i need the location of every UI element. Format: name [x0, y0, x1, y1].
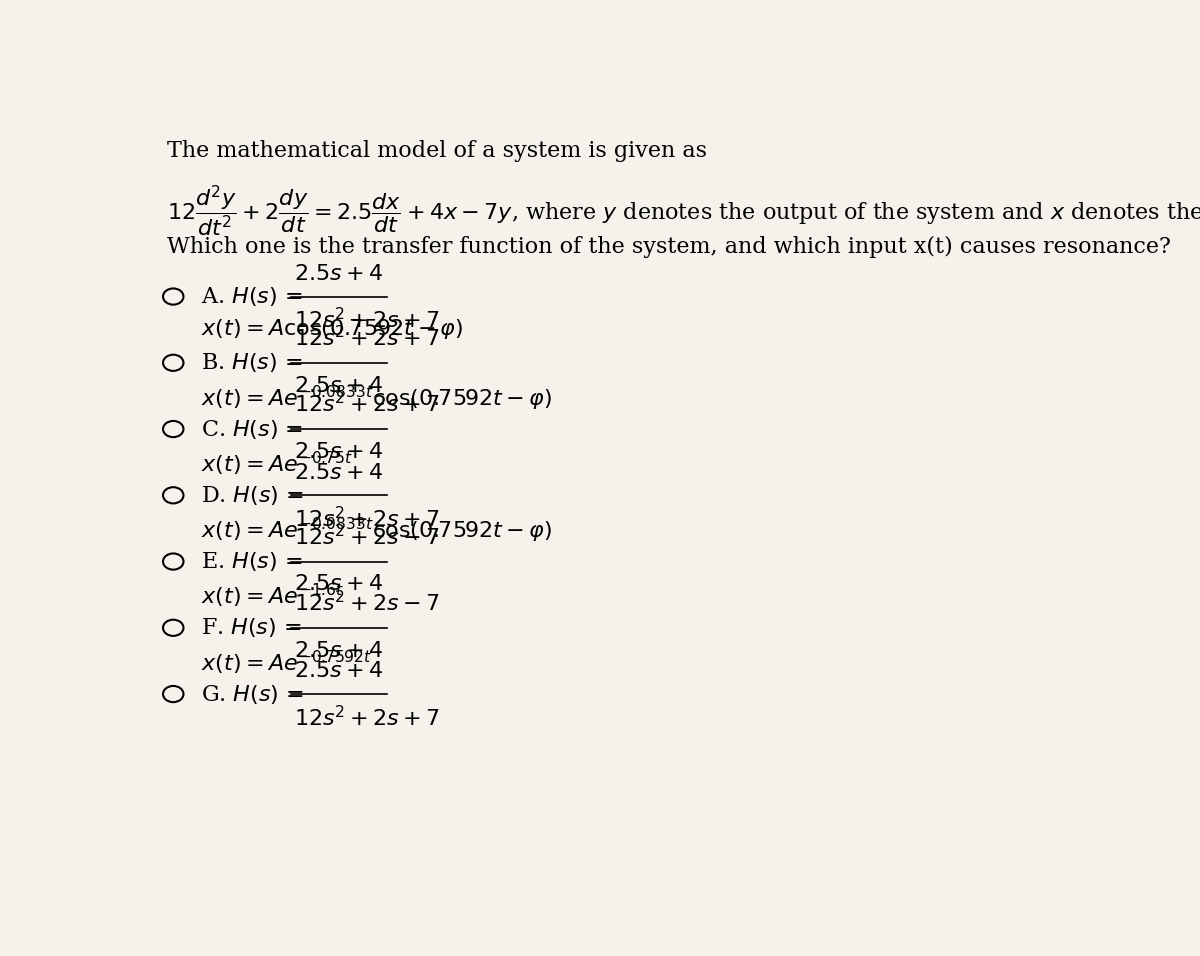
Text: D. $H(s)$ =: D. $H(s)$ =	[202, 484, 304, 507]
Text: $12s^2 + 2s - 7$: $12s^2 + 2s - 7$	[294, 525, 440, 550]
Text: $2.5s + 4$: $2.5s + 4$	[294, 640, 383, 662]
Text: $x(t) = Ae^{-0.0833t}\cos(0.7592t - \varphi)$: $x(t) = Ae^{-0.0833t}\cos(0.7592t - \var…	[202, 383, 552, 413]
Text: $12s^2 + 2s + 7$: $12s^2 + 2s + 7$	[294, 507, 440, 532]
Text: $12s^2 + 2s + 7$: $12s^2 + 2s + 7$	[294, 706, 440, 731]
Text: $x(t) = Ae^{-0.7592t}$: $x(t) = Ae^{-0.7592t}$	[202, 648, 372, 677]
Text: $12s^2 + 2s + 7$: $12s^2 + 2s + 7$	[294, 309, 440, 334]
Text: E. $H(s)$ =: E. $H(s)$ =	[202, 550, 302, 573]
Text: $x(t) = A\cos(0.7592t - \varphi)$: $x(t) = A\cos(0.7592t - \varphi)$	[202, 317, 463, 341]
Text: $2.5s + 4$: $2.5s + 4$	[294, 263, 383, 285]
Text: Which one is the transfer function of the system, and which input x(t) causes re: Which one is the transfer function of th…	[167, 236, 1171, 258]
Text: $2.5s + 4$: $2.5s + 4$	[294, 462, 383, 484]
Text: $2.5s + 4$: $2.5s + 4$	[294, 574, 383, 596]
Text: C. $H(s)$ =: C. $H(s)$ =	[202, 418, 304, 441]
Text: $x(t) = Ae^{-1.6t}$: $x(t) = Ae^{-1.6t}$	[202, 582, 344, 610]
Text: G. $H(s)$ =: G. $H(s)$ =	[202, 683, 304, 706]
Text: F. $H(s)$ =: F. $H(s)$ =	[202, 617, 301, 640]
Text: $12s^2 + 2s + 7$: $12s^2 + 2s + 7$	[294, 326, 440, 351]
Text: B. $H(s)$ =: B. $H(s)$ =	[202, 351, 302, 375]
Text: $2.5s + 4$: $2.5s + 4$	[294, 441, 383, 463]
Text: $2.5s + 4$: $2.5s + 4$	[294, 375, 383, 397]
Text: $12\dfrac{d^2y}{dt^2} + 2\dfrac{dy}{dt} = 2.5\dfrac{dx}{dt} + 4x - 7y$, where $y: $12\dfrac{d^2y}{dt^2} + 2\dfrac{dy}{dt} …	[167, 184, 1200, 239]
Text: $12s^2 + 2s + 7$: $12s^2 + 2s + 7$	[294, 392, 440, 417]
Text: A. $H(s)$ =: A. $H(s)$ =	[202, 285, 302, 308]
Text: $x(t) = Ae^{-0.0833t}\cos(0.7592t - \varphi)$: $x(t) = Ae^{-0.0833t}\cos(0.7592t - \var…	[202, 516, 552, 545]
Text: $12s^2 + 2s - 7$: $12s^2 + 2s - 7$	[294, 591, 440, 616]
Text: The mathematical model of a system is given as: The mathematical model of a system is gi…	[167, 141, 707, 163]
Text: $x(t) = Ae^{-0.75t}$: $x(t) = Ae^{-0.75t}$	[202, 449, 353, 478]
Text: $2.5s + 4$: $2.5s + 4$	[294, 661, 383, 683]
